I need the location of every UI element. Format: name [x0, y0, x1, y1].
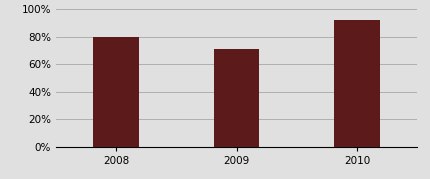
Bar [334, 20, 380, 147]
Bar [93, 37, 139, 147]
Bar [214, 49, 259, 147]
